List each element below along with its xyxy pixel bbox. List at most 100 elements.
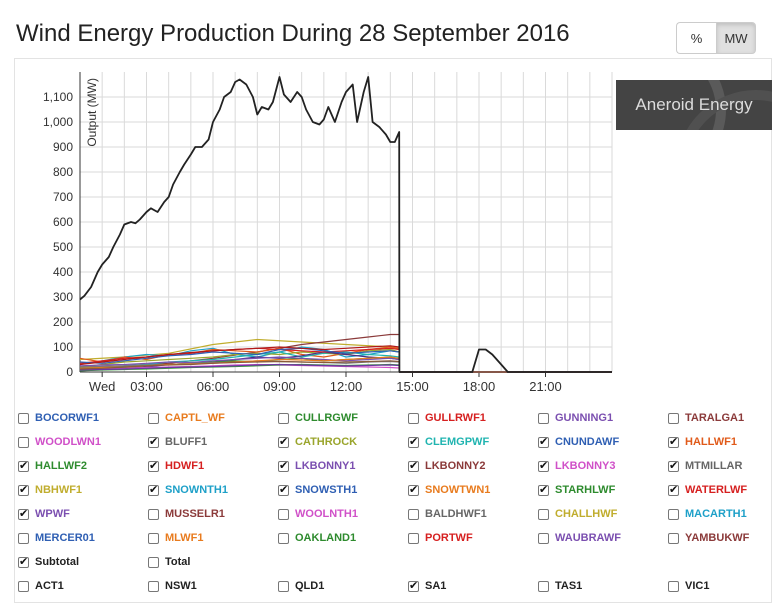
- legend-checkbox[interactable]: [18, 412, 29, 424]
- legend-checkbox[interactable]: [148, 412, 159, 424]
- legend-checkbox[interactable]: [278, 580, 289, 592]
- legend-item-macarth1[interactable]: MACARTH1: [668, 503, 747, 525]
- legend-item-nsw1[interactable]: NSW1: [148, 575, 197, 597]
- legend-item-baldhwf1[interactable]: BALDHWF1: [408, 503, 487, 525]
- legend-item-cnundawf[interactable]: CNUNDAWF: [538, 431, 619, 453]
- legend-item-snowsth1[interactable]: SNOWSTH1: [278, 479, 357, 501]
- legend-item-hdwf1[interactable]: HDWF1: [148, 455, 204, 477]
- legend-item-lkbonny1[interactable]: LKBONNY1: [278, 455, 356, 477]
- legend-checkbox[interactable]: [148, 532, 159, 544]
- legend-checkbox[interactable]: [148, 459, 159, 473]
- legend-item-captl_wf[interactable]: CAPTL_WF: [148, 407, 225, 429]
- legend-checkbox[interactable]: [668, 459, 679, 473]
- legend-label: WAUBRAWF: [555, 532, 621, 544]
- legend-checkbox[interactable]: [148, 483, 159, 497]
- legend-item-yambukwf[interactable]: YAMBUKWF: [668, 527, 749, 549]
- series-line-wpwf: [79, 363, 612, 373]
- legend-checkbox[interactable]: [668, 483, 679, 497]
- legend-checkbox[interactable]: [408, 532, 419, 544]
- legend-row: HALLWF2 HDWF1 LKBONNY1 LKBONNY2 LKBONNY3 MTMI…: [18, 455, 758, 477]
- legend-checkbox[interactable]: [538, 412, 549, 424]
- legend-label: SNOWTWN1: [425, 484, 491, 496]
- legend-item-tas1[interactable]: TAS1: [538, 575, 582, 597]
- percent-button[interactable]: %: [676, 22, 716, 54]
- legend-checkbox[interactable]: [668, 580, 679, 592]
- legend-item-sa1[interactable]: SA1: [408, 575, 446, 597]
- legend-checkbox[interactable]: [18, 436, 29, 448]
- legend-checkbox[interactable]: [538, 508, 549, 520]
- legend-checkbox[interactable]: [148, 556, 159, 568]
- legend-checkbox[interactable]: [668, 508, 679, 520]
- legend-item-bocorwf1[interactable]: BOCORWF1: [18, 407, 99, 429]
- legend-checkbox[interactable]: [408, 459, 419, 473]
- legend-checkbox[interactable]: [278, 435, 289, 449]
- legend-item-starhlwf[interactable]: STARHLWF: [538, 479, 615, 501]
- legend-label: ACT1: [35, 580, 64, 592]
- y-tick-label: 300: [53, 290, 73, 304]
- legend-item-cathrock[interactable]: CATHROCK: [278, 431, 357, 453]
- legend-checkbox[interactable]: [538, 459, 549, 473]
- legend-checkbox[interactable]: [18, 507, 29, 521]
- legend-checkbox[interactable]: [18, 555, 29, 569]
- legend-checkbox[interactable]: [18, 483, 29, 497]
- legend-checkbox[interactable]: [18, 580, 29, 592]
- legend-checkbox[interactable]: [18, 532, 29, 544]
- legend-item-qld1[interactable]: QLD1: [278, 575, 324, 597]
- legend-checkbox[interactable]: [278, 459, 289, 473]
- y-tick-label: 800: [53, 165, 73, 179]
- legend-label: Subtotal: [35, 556, 79, 568]
- legend-checkbox[interactable]: [278, 508, 289, 520]
- legend-item-hallwf1[interactable]: HALLWF1: [668, 431, 737, 453]
- legend-item-mlwf1[interactable]: MLWF1: [148, 527, 204, 549]
- legend-item-mtmillar[interactable]: MTMILLAR: [668, 455, 742, 477]
- legend-checkbox[interactable]: [668, 435, 679, 449]
- legend-item-gullrwf1[interactable]: GULLRWF1: [408, 407, 486, 429]
- legend-checkbox[interactable]: [408, 435, 419, 449]
- legend-item-nbhwf1[interactable]: NBHWF1: [18, 479, 82, 501]
- legend-checkbox[interactable]: [278, 483, 289, 497]
- legend-checkbox[interactable]: [408, 579, 419, 593]
- chart-panel: [14, 58, 772, 603]
- legend-item-mercer01[interactable]: MERCER01: [18, 527, 95, 549]
- legend-item-woodlwn1[interactable]: WOODLWN1: [18, 431, 101, 453]
- legend-item-challhwf[interactable]: CHALLHWF: [538, 503, 617, 525]
- legend-checkbox[interactable]: [538, 483, 549, 497]
- legend-item-act1[interactable]: ACT1: [18, 575, 64, 597]
- legend-item-waterlwf[interactable]: WATERLWF: [668, 479, 747, 501]
- legend-item-total[interactable]: Total: [148, 551, 190, 573]
- legend-item-woolnth1[interactable]: WOOLNTH1: [278, 503, 358, 525]
- legend-item-snownth1[interactable]: SNOWNTH1: [148, 479, 228, 501]
- legend-checkbox[interactable]: [538, 435, 549, 449]
- legend-item-bluff1[interactable]: BLUFF1: [148, 431, 207, 453]
- legend-item-subtotal[interactable]: Subtotal: [18, 551, 79, 573]
- aneroid-energy-logo: Aneroid Energy: [616, 80, 772, 130]
- legend-checkbox[interactable]: [538, 580, 549, 592]
- legend-checkbox[interactable]: [148, 580, 159, 592]
- legend-checkbox[interactable]: [18, 459, 29, 473]
- legend-item-lkbonny3[interactable]: LKBONNY3: [538, 455, 616, 477]
- legend-checkbox[interactable]: [408, 412, 419, 424]
- legend-item-waubrawf[interactable]: WAUBRAWF: [538, 527, 621, 549]
- legend-checkbox[interactable]: [148, 435, 159, 449]
- legend-checkbox[interactable]: [538, 532, 549, 544]
- legend-checkbox[interactable]: [278, 532, 289, 544]
- legend-checkbox[interactable]: [148, 508, 159, 520]
- legend-checkbox[interactable]: [278, 412, 289, 424]
- legend-item-snowtwn1[interactable]: SNOWTWN1: [408, 479, 490, 501]
- legend-item-musselr1[interactable]: MUSSELR1: [148, 503, 225, 525]
- legend-checkbox[interactable]: [408, 508, 419, 520]
- legend-checkbox[interactable]: [408, 483, 419, 497]
- legend-item-clemgpwf[interactable]: CLEMGPWF: [408, 431, 489, 453]
- legend-item-portwf[interactable]: PORTWF: [408, 527, 473, 549]
- legend-item-oakland1[interactable]: OAKLAND1: [278, 527, 356, 549]
- legend-checkbox[interactable]: [668, 412, 679, 424]
- legend-item-cullrgwf[interactable]: CULLRGWF: [278, 407, 358, 429]
- legend-checkbox[interactable]: [668, 532, 679, 544]
- legend-item-gunning1[interactable]: GUNNING1: [538, 407, 613, 429]
- mw-button[interactable]: MW: [716, 22, 756, 54]
- legend-item-hallwf2[interactable]: HALLWF2: [18, 455, 87, 477]
- legend-item-wpwf[interactable]: WPWF: [18, 503, 70, 525]
- legend-item-vic1[interactable]: VIC1: [668, 575, 709, 597]
- legend-item-taralga1[interactable]: TARALGA1: [668, 407, 744, 429]
- legend-item-lkbonny2[interactable]: LKBONNY2: [408, 455, 486, 477]
